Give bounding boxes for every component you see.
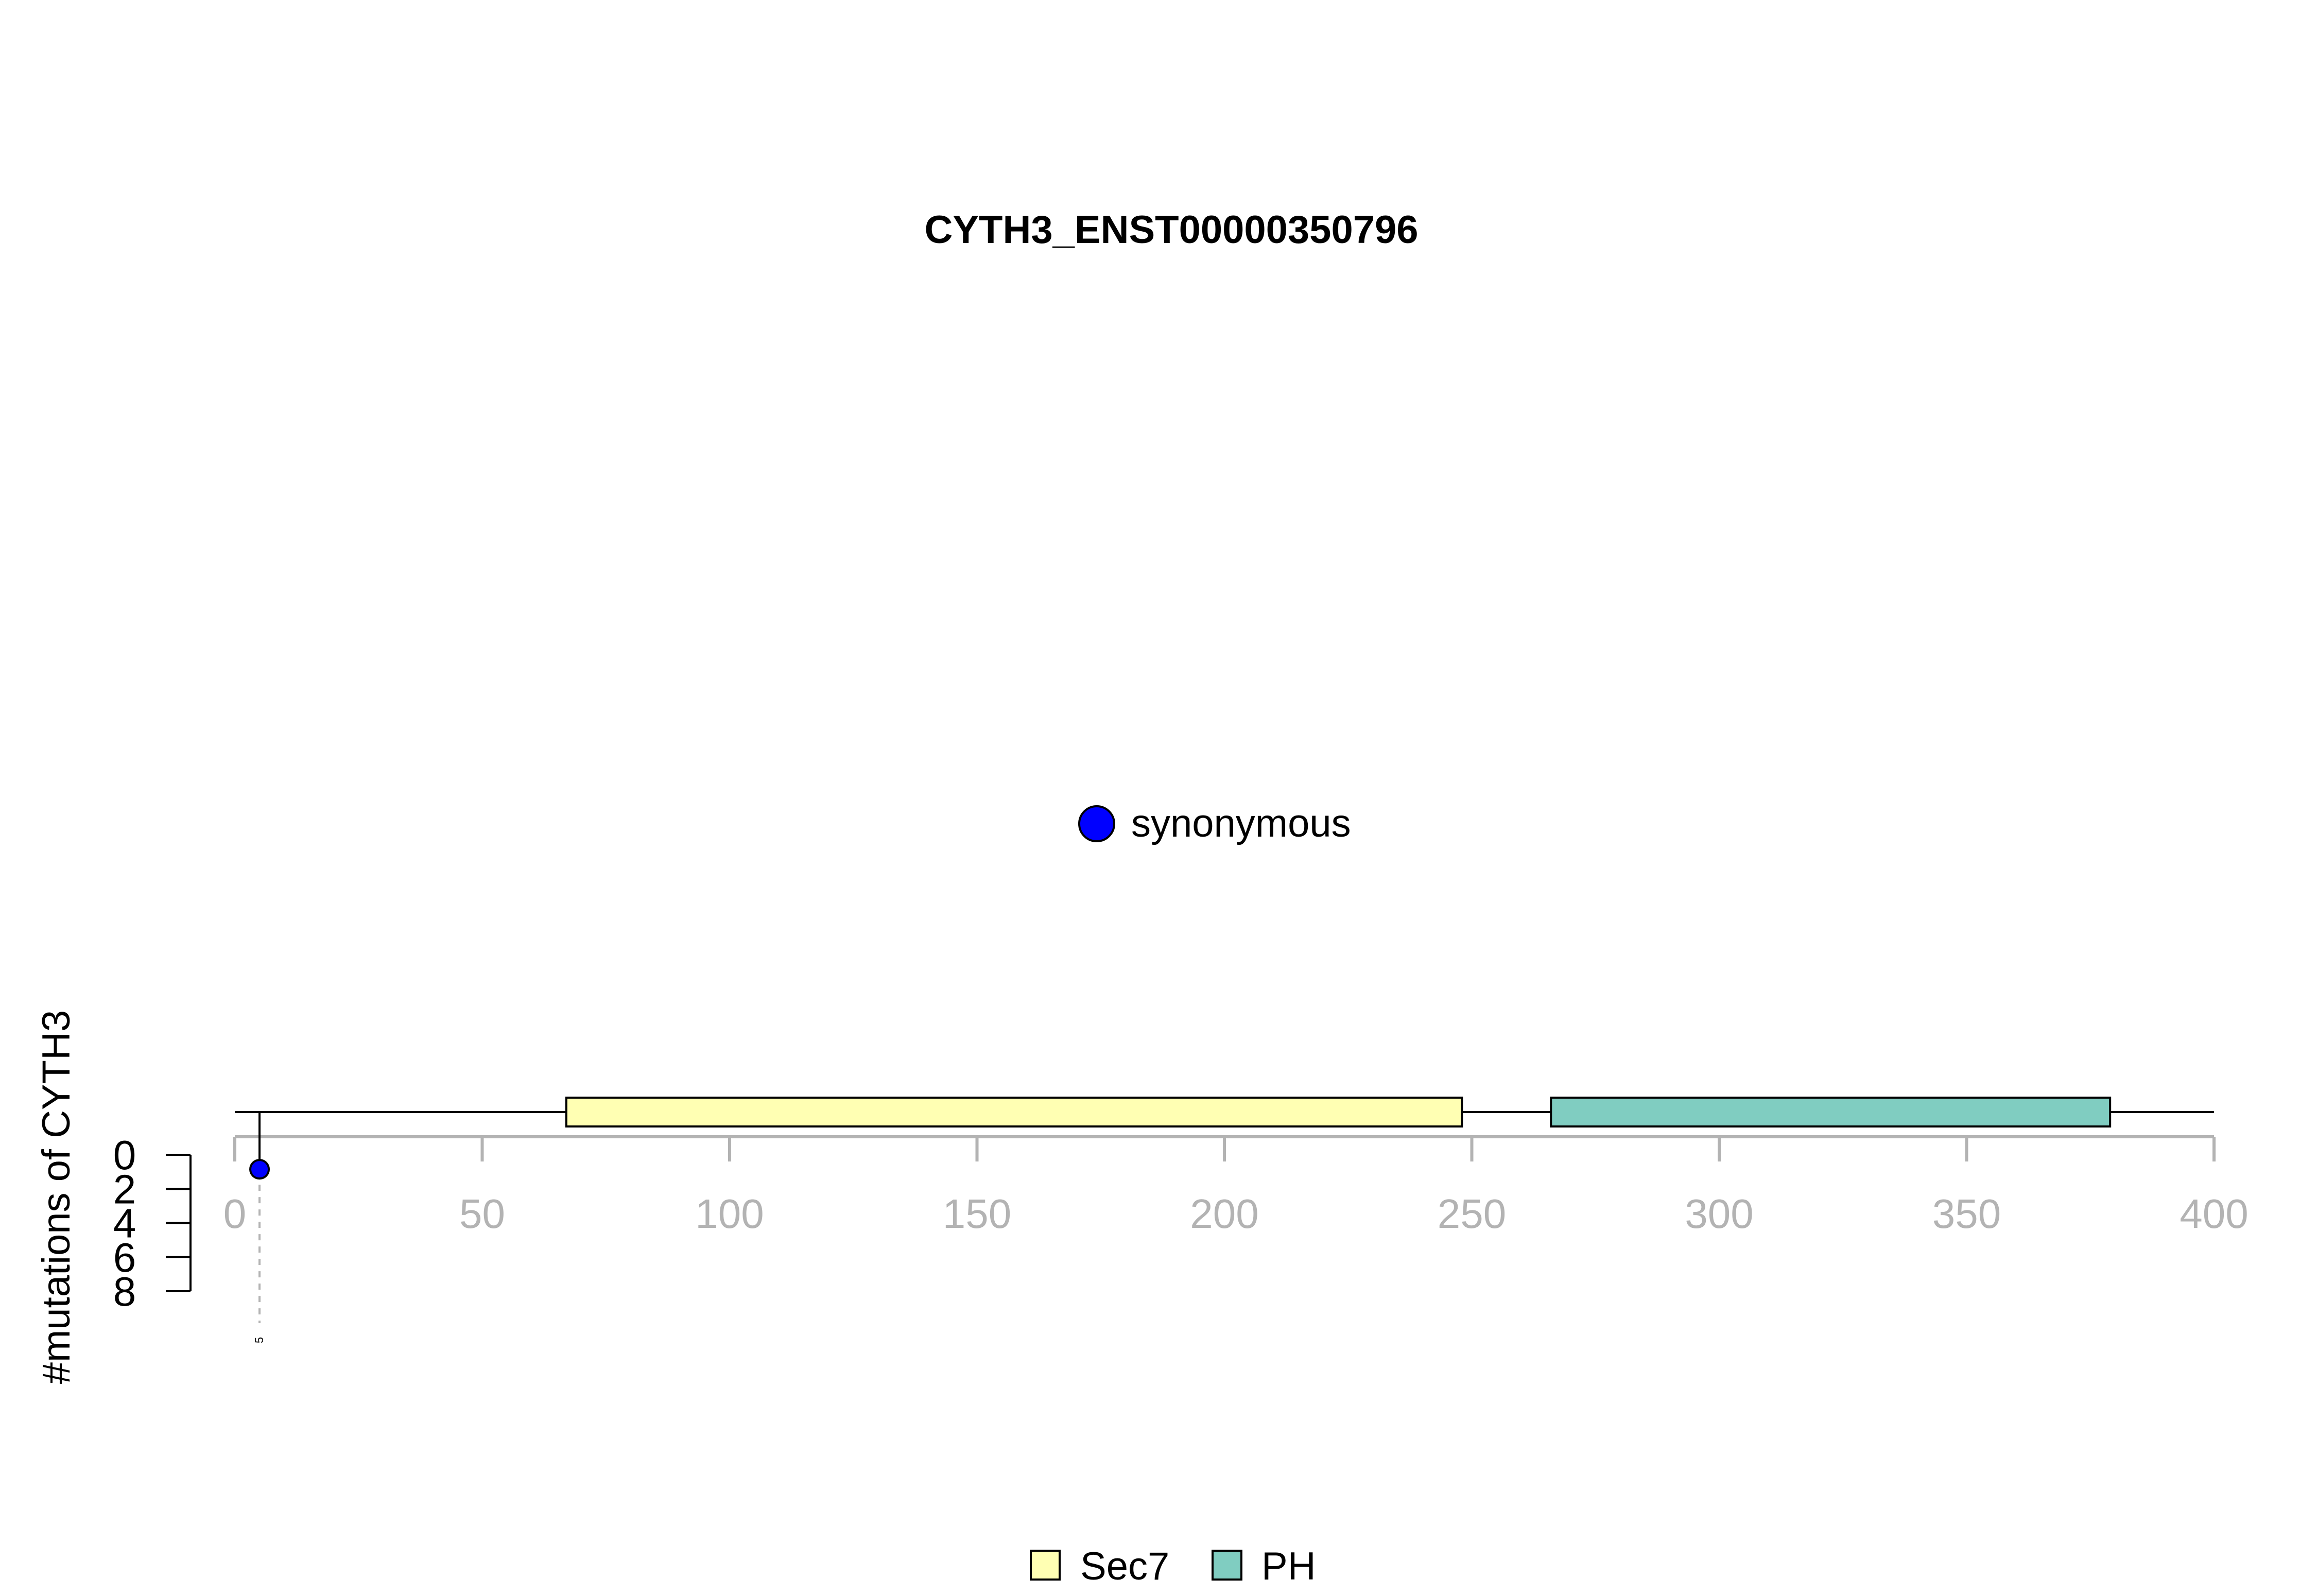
domain-legend-swatch-sec7 — [1030, 1550, 1061, 1581]
mutation-legend-marker — [1078, 805, 1115, 842]
mutation-legend-label: synonymous — [1131, 802, 1351, 845]
domain-box-ph — [1550, 1097, 2112, 1127]
mutation-point — [249, 1159, 270, 1180]
domain-legend: Sec7 PH — [1030, 1545, 1316, 1588]
y-tick-label: 0 — [113, 1132, 136, 1178]
domain-legend-label-sec7: Sec7 — [1080, 1545, 1169, 1588]
y-tick-label: 6 — [113, 1235, 136, 1280]
x-tick-label: 200 — [1190, 1191, 1258, 1237]
x-tick-label: 150 — [943, 1191, 1011, 1237]
mutation-legend: synonymous — [1078, 802, 1351, 845]
y-tick-label: 2 — [113, 1166, 136, 1212]
chart-title: CYTH3_ENST00000350796 — [924, 208, 1418, 252]
x-tick-label: 250 — [1438, 1191, 1506, 1237]
x-tick-label: 100 — [695, 1191, 764, 1237]
y-tick-label: 8 — [113, 1269, 136, 1314]
y-tick-label: 4 — [113, 1201, 136, 1246]
domain-legend-label-ph: PH — [1261, 1545, 1316, 1588]
x-tick-label: 0 — [223, 1191, 247, 1237]
mutation-position-label: 5 — [253, 1337, 266, 1343]
domain-legend-swatch-ph — [1212, 1550, 1242, 1581]
x-tick-label: 300 — [1685, 1191, 1753, 1237]
y-axis-label: #mutations of CYTH3 — [34, 1010, 78, 1384]
domain-box-sec7 — [565, 1097, 1463, 1127]
x-tick-label: 350 — [1932, 1191, 2001, 1237]
x-tick-label: 50 — [459, 1191, 505, 1237]
x-tick-label: 400 — [2180, 1191, 2248, 1237]
